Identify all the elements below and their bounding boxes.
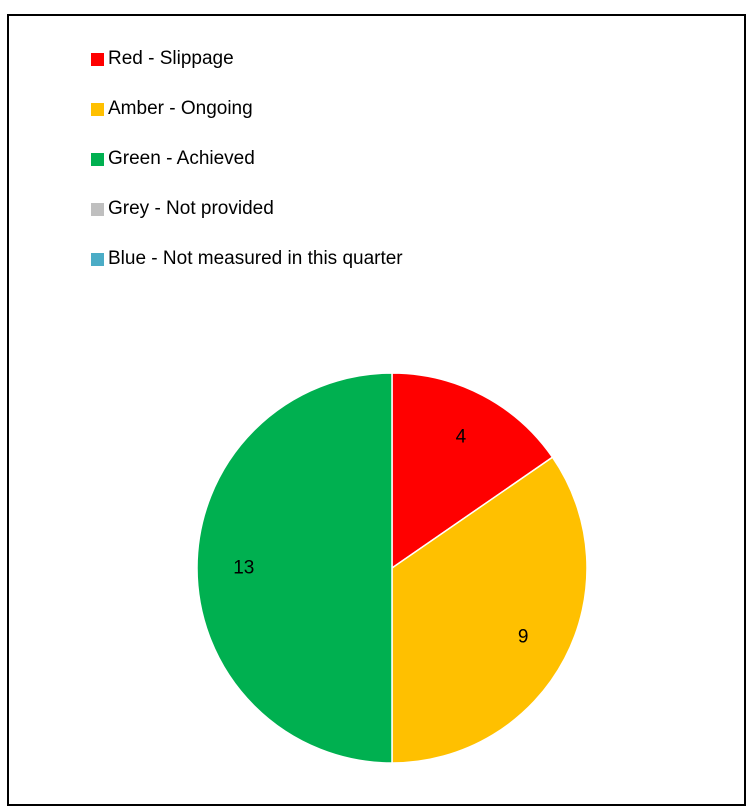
legend-swatch-grey [91,202,104,216]
legend-label-green: Green - Achieved [108,148,255,169]
pie-label-red: 4 [456,426,467,447]
legend-label-amber: Amber - Ongoing [108,98,253,119]
chart-area: Red - Slippage Amber - Ongoing Green - A… [7,14,746,806]
pie-slice-amber [391,456,588,764]
legend-swatch-green [91,152,104,166]
legend-swatch-blue [91,252,104,266]
legend-swatch-amber [91,102,104,116]
legend-item-amber: Amber - Ongoing [91,98,403,119]
legend-swatch-red [91,52,104,66]
legend-item-red: Red - Slippage [91,48,403,69]
legend-item-green: Green - Achieved [91,148,403,169]
pie-chart: 4 9 13 [196,372,588,764]
pie-label-amber: 9 [518,626,529,647]
pie-slice-red [391,372,554,570]
chart-legend: Red - Slippage Amber - Ongoing Green - A… [91,48,403,299]
legend-label-blue: Blue - Not measured in this quarter [108,248,403,269]
pie-slice-green [196,372,393,764]
pie-label-green: 13 [233,558,254,579]
legend-label-red: Red - Slippage [108,48,234,69]
legend-item-grey: Grey - Not provided [91,198,403,219]
legend-item-blue: Blue - Not measured in this quarter [91,248,403,269]
legend-label-grey: Grey - Not provided [108,198,274,219]
